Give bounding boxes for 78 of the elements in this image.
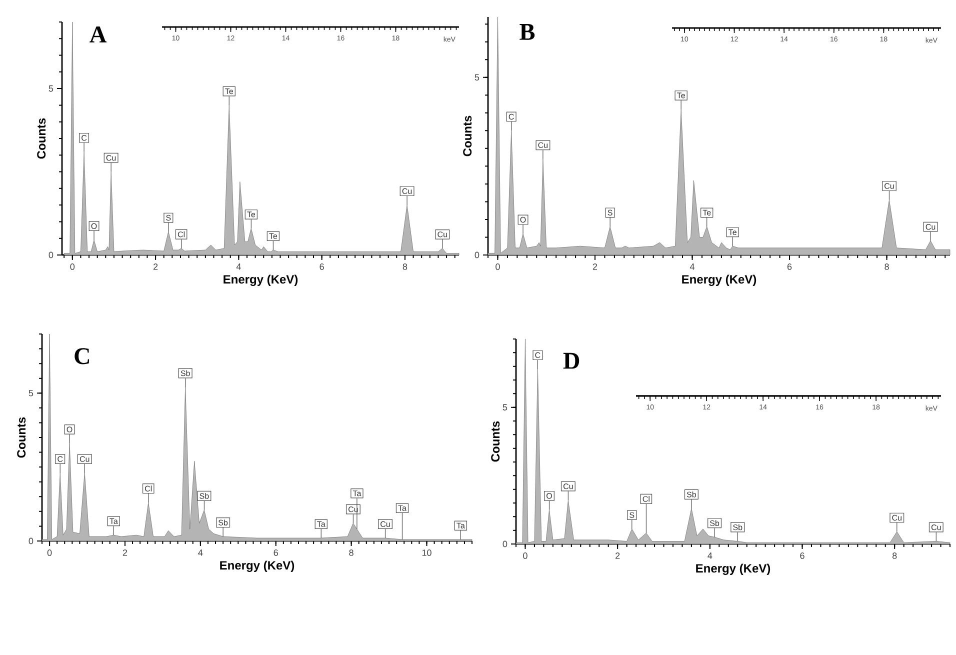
x-tick-label: 4 (690, 264, 694, 270)
annotation: Te (247, 212, 256, 218)
annotation: O (91, 223, 97, 229)
annotation: S (608, 210, 612, 216)
x-tick-label: 4 (708, 552, 712, 559)
x-tick-label: 4 (236, 264, 241, 270)
annotation: Ta (352, 490, 362, 496)
annotation: Sb (180, 370, 190, 376)
chart-title: C (74, 348, 89, 364)
annotation: Cu (538, 142, 548, 148)
annotation: C (82, 135, 87, 141)
annotation: Ta (398, 505, 406, 511)
y-tick-label: 5 (28, 390, 34, 396)
x-axis-title: Energy (KeV) (696, 564, 770, 575)
annotation: Cu (80, 456, 90, 462)
x-tick-label: 0 (70, 264, 75, 270)
annotation: Te (677, 92, 685, 98)
annotation: O (66, 426, 72, 432)
annotation: C (58, 456, 63, 462)
annotation: O (546, 493, 552, 499)
annotation: O (520, 216, 526, 223)
annotation: Cu (380, 521, 390, 527)
x-tick-label: 0 (496, 264, 500, 270)
chart-title: A (90, 26, 107, 42)
x-tick-label: 8 (402, 264, 408, 270)
x-axis-title: Energy (KeV) (224, 274, 298, 286)
annotation: S (166, 214, 171, 221)
x-tick-label: 6 (787, 264, 792, 270)
y-axis-title: Counts (491, 421, 500, 462)
annotation: Cu (892, 514, 902, 521)
chart-title: B (520, 24, 535, 40)
chart-title: D (563, 352, 580, 369)
y-tick-label: 5 (502, 404, 508, 410)
x-tick-label: 10 (422, 550, 432, 556)
annotation: Cl (642, 496, 650, 502)
annotation: Cu (106, 155, 116, 161)
annotation: Ta (317, 521, 326, 527)
x-tick-label: 8 (349, 550, 354, 556)
x-tick-label: 6 (320, 264, 324, 270)
annotation: S (630, 512, 634, 518)
annotation: Ta (456, 522, 465, 528)
annotation: Cu (926, 224, 936, 230)
annotation: Te (269, 233, 278, 239)
y-axis-title: Counts (37, 118, 46, 159)
annotation: Sb (200, 492, 209, 499)
x-tick-label: 6 (274, 550, 278, 556)
annotation: Cu (438, 232, 447, 238)
annotation: Sb (686, 491, 696, 498)
annotation: Te (225, 88, 233, 94)
annotation: C (508, 114, 514, 120)
annotation: Sb (218, 520, 228, 526)
annotation: Te (728, 229, 736, 236)
x-tick-label: 2 (592, 264, 598, 270)
annotation: Cu (884, 183, 894, 189)
y-tick-label: 5 (474, 74, 480, 81)
annotation: Cu (563, 483, 573, 490)
y-axis-title: Counts (463, 116, 472, 156)
y-axis-title: Counts (17, 417, 26, 458)
annotation: Cl (178, 231, 185, 238)
annotation: Cu (931, 524, 941, 530)
x-tick-label: 2 (616, 552, 620, 559)
annotation: Sb (710, 520, 720, 526)
x-tick-label: 4 (198, 550, 203, 556)
annotation: Ta (110, 518, 118, 524)
annotation: Cl (145, 486, 152, 492)
x-tick-label: 2 (122, 550, 128, 556)
annotation: Cu (402, 188, 412, 194)
annotation: Te (702, 210, 711, 216)
x-tick-label: 2 (153, 264, 158, 270)
x-tick-label: 8 (892, 552, 897, 559)
annotation: Sb (733, 524, 742, 530)
x-tick-label: 0 (523, 552, 528, 559)
x-axis-title: Energy (KeV) (682, 274, 756, 286)
x-axis-title: Energy (KeV) (220, 560, 294, 572)
x-tick-label: 8 (884, 264, 889, 270)
annotation: C (535, 352, 540, 358)
x-tick-label: 6 (800, 552, 804, 559)
y-tick-label: 5 (48, 85, 54, 92)
